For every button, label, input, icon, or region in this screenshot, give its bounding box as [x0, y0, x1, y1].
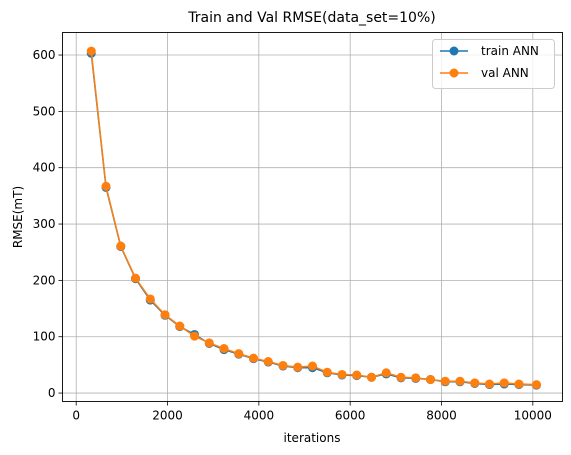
data-point-val	[322, 367, 332, 377]
data-point-val	[160, 310, 170, 320]
series-val	[86, 46, 541, 390]
series-train	[86, 48, 541, 390]
data-point-val	[531, 380, 541, 390]
data-point-val	[396, 372, 406, 382]
y-tick-label: 200	[33, 273, 56, 287]
x-axis-label: iterations	[284, 431, 341, 445]
y-tick-label: 0	[48, 386, 56, 400]
y-tick-label: 600	[33, 48, 56, 62]
data-point-val	[455, 376, 465, 386]
data-point-val	[190, 331, 200, 341]
data-point-val	[131, 273, 141, 283]
y-axis-label: RMSE(mT)	[11, 186, 25, 248]
data-point-val	[425, 375, 435, 385]
legend-marker-train	[449, 46, 459, 56]
data-point-val	[381, 368, 391, 378]
data-point-val	[484, 379, 494, 389]
legend-label-val: val ANN	[481, 66, 529, 80]
data-point-val	[175, 321, 185, 331]
y-tick-label: 500	[33, 104, 56, 118]
data-point-val	[499, 378, 509, 388]
series-line-train	[90, 53, 537, 386]
series-line-val	[90, 51, 537, 386]
y-axis-ticks: 0 100 200 300 400 500 600	[33, 48, 63, 400]
x-tick-label: 6000	[335, 409, 366, 423]
data-point-val	[440, 376, 450, 386]
plot-frame	[62, 32, 563, 402]
data-point-val	[293, 362, 303, 372]
data-point-val	[308, 361, 317, 371]
x-tick-label: 8000	[426, 409, 457, 423]
data-point-val	[116, 241, 126, 251]
data-point-val	[101, 181, 111, 191]
data-point-val	[234, 349, 244, 359]
data-point-val	[86, 46, 96, 56]
y-tick-label: 400	[33, 161, 56, 175]
data-point-val	[514, 379, 524, 389]
data-point-val	[263, 357, 273, 366]
chart-title: Train and Val RMSE(data_set=10%)	[187, 10, 435, 26]
data-point-val	[249, 353, 258, 363]
legend: train ANN val ANN	[432, 39, 555, 89]
y-tick-label: 300	[33, 217, 56, 231]
x-tick-label: 2000	[152, 409, 183, 423]
legend-marker-val	[449, 68, 459, 78]
data-point-val	[352, 370, 362, 380]
data-point-val	[219, 344, 229, 354]
data-point-val	[278, 360, 288, 370]
data-point-val	[367, 372, 376, 382]
series-group	[86, 46, 541, 390]
y-tick-label: 100	[33, 330, 56, 344]
data-point-val	[204, 338, 214, 348]
x-tick-label: 4000	[244, 409, 275, 423]
data-point-val	[470, 378, 480, 388]
x-axis-ticks: 0 2000 4000 6000 8000 10000	[72, 401, 552, 423]
data-point-val	[411, 373, 421, 383]
x-tick-label: 0	[72, 409, 80, 423]
x-tick-label: 10000	[514, 409, 552, 423]
legend-label-train: train ANN	[481, 44, 539, 58]
data-point-val	[337, 369, 347, 379]
data-point-val	[145, 294, 155, 304]
